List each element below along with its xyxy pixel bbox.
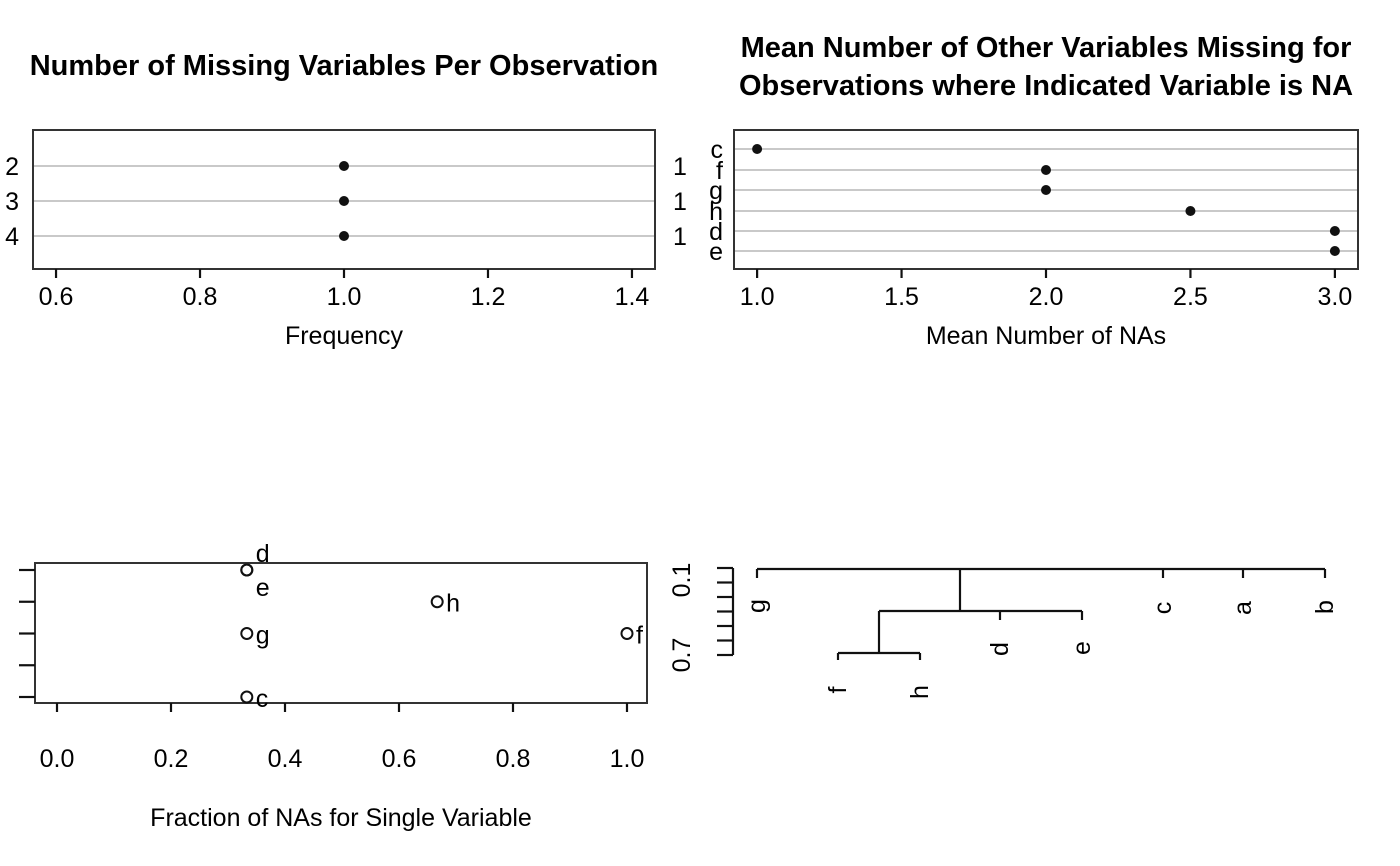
x-tick-label: 0.0 — [40, 745, 75, 773]
x-tick-label: 0.2 — [154, 745, 189, 773]
data-dot — [339, 196, 349, 206]
x-tick-label: 1.0 — [740, 283, 775, 311]
dendro-leaf-label: b — [1311, 600, 1339, 614]
data-dot — [1329, 246, 1340, 256]
data-dot — [752, 144, 763, 154]
panel2-title: Mean Number of Other Variables Missing f… — [596, 29, 1400, 105]
row-label: 3 — [5, 188, 19, 216]
row-label: 2 — [5, 153, 19, 181]
panel2-title-line1: Mean Number of Other Variables Missing f… — [740, 32, 1352, 64]
dendro-axis-label: 0.7 — [668, 638, 696, 673]
x-tick-label: 1.5 — [884, 283, 919, 311]
x-tick-label: 0.6 — [39, 283, 74, 311]
point-label: d — [256, 540, 270, 568]
count-label: 1 — [673, 188, 687, 216]
row-label: g — [709, 177, 723, 205]
point-label: e — [256, 574, 270, 602]
x-tick-label: 2.5 — [1173, 283, 1208, 311]
dendro-leaf-label: e — [1068, 641, 1096, 655]
panel2-title-line2: Observations where Indicated Variable is… — [738, 70, 1354, 102]
dendro-leaf-label: f — [824, 686, 852, 693]
x-tick-label: 1.0 — [610, 745, 645, 773]
plot-box — [733, 129, 1359, 270]
row-label: 4 — [5, 223, 19, 251]
data-point — [620, 627, 634, 640]
panel3-x-axis-title: Fraction of NAs for Single Variable — [150, 804, 532, 832]
dendro-leaf-label: h — [906, 685, 934, 699]
x-tick-label: 1.4 — [615, 283, 650, 311]
data-dot — [1329, 226, 1340, 236]
dendro-leaf-label: c — [1149, 602, 1177, 615]
x-tick-label: 0.4 — [268, 745, 303, 773]
panel1-title: Number of Missing Variables Per Observat… — [29, 50, 659, 82]
count-label: 1 — [673, 223, 687, 251]
data-point — [240, 690, 254, 704]
x-tick-label: 3.0 — [1318, 283, 1353, 311]
x-tick-label: 2.0 — [1029, 283, 1064, 311]
data-dot — [1185, 206, 1196, 216]
row-label: c — [711, 136, 724, 164]
count-label: 1 — [673, 153, 687, 181]
data-dot — [1041, 185, 1051, 195]
point-label: g — [256, 621, 270, 649]
x-tick-label: 0.6 — [382, 745, 417, 773]
point-label: f — [636, 621, 643, 649]
x-tick-label: 1.0 — [327, 283, 362, 311]
point-label: c — [256, 685, 269, 713]
dendro-leaf-label: g — [743, 599, 771, 613]
row-label: d — [709, 218, 723, 246]
data-point — [240, 627, 254, 640]
data-dot — [339, 161, 349, 171]
point-label: h — [446, 590, 460, 618]
data-point — [430, 595, 444, 609]
dendro-axis-label: 0.1 — [668, 563, 696, 598]
x-tick-label: 1.2 — [471, 283, 506, 311]
row-label: f — [716, 157, 723, 185]
panel2-x-axis-title: Mean Number of NAs — [925, 322, 1167, 350]
dendro-leaf-label: d — [986, 642, 1014, 656]
data-point — [240, 563, 254, 577]
x-tick-label: 0.8 — [183, 283, 218, 311]
plot-box — [34, 562, 648, 704]
row-label: e — [709, 238, 723, 266]
x-tick-label: 0.8 — [496, 745, 531, 773]
dendro-leaf-label: a — [1229, 601, 1257, 615]
panel1-x-axis-title: Frequency — [284, 322, 404, 350]
data-dot — [339, 231, 349, 241]
row-label: h — [709, 198, 723, 226]
data-dot — [1041, 165, 1051, 175]
